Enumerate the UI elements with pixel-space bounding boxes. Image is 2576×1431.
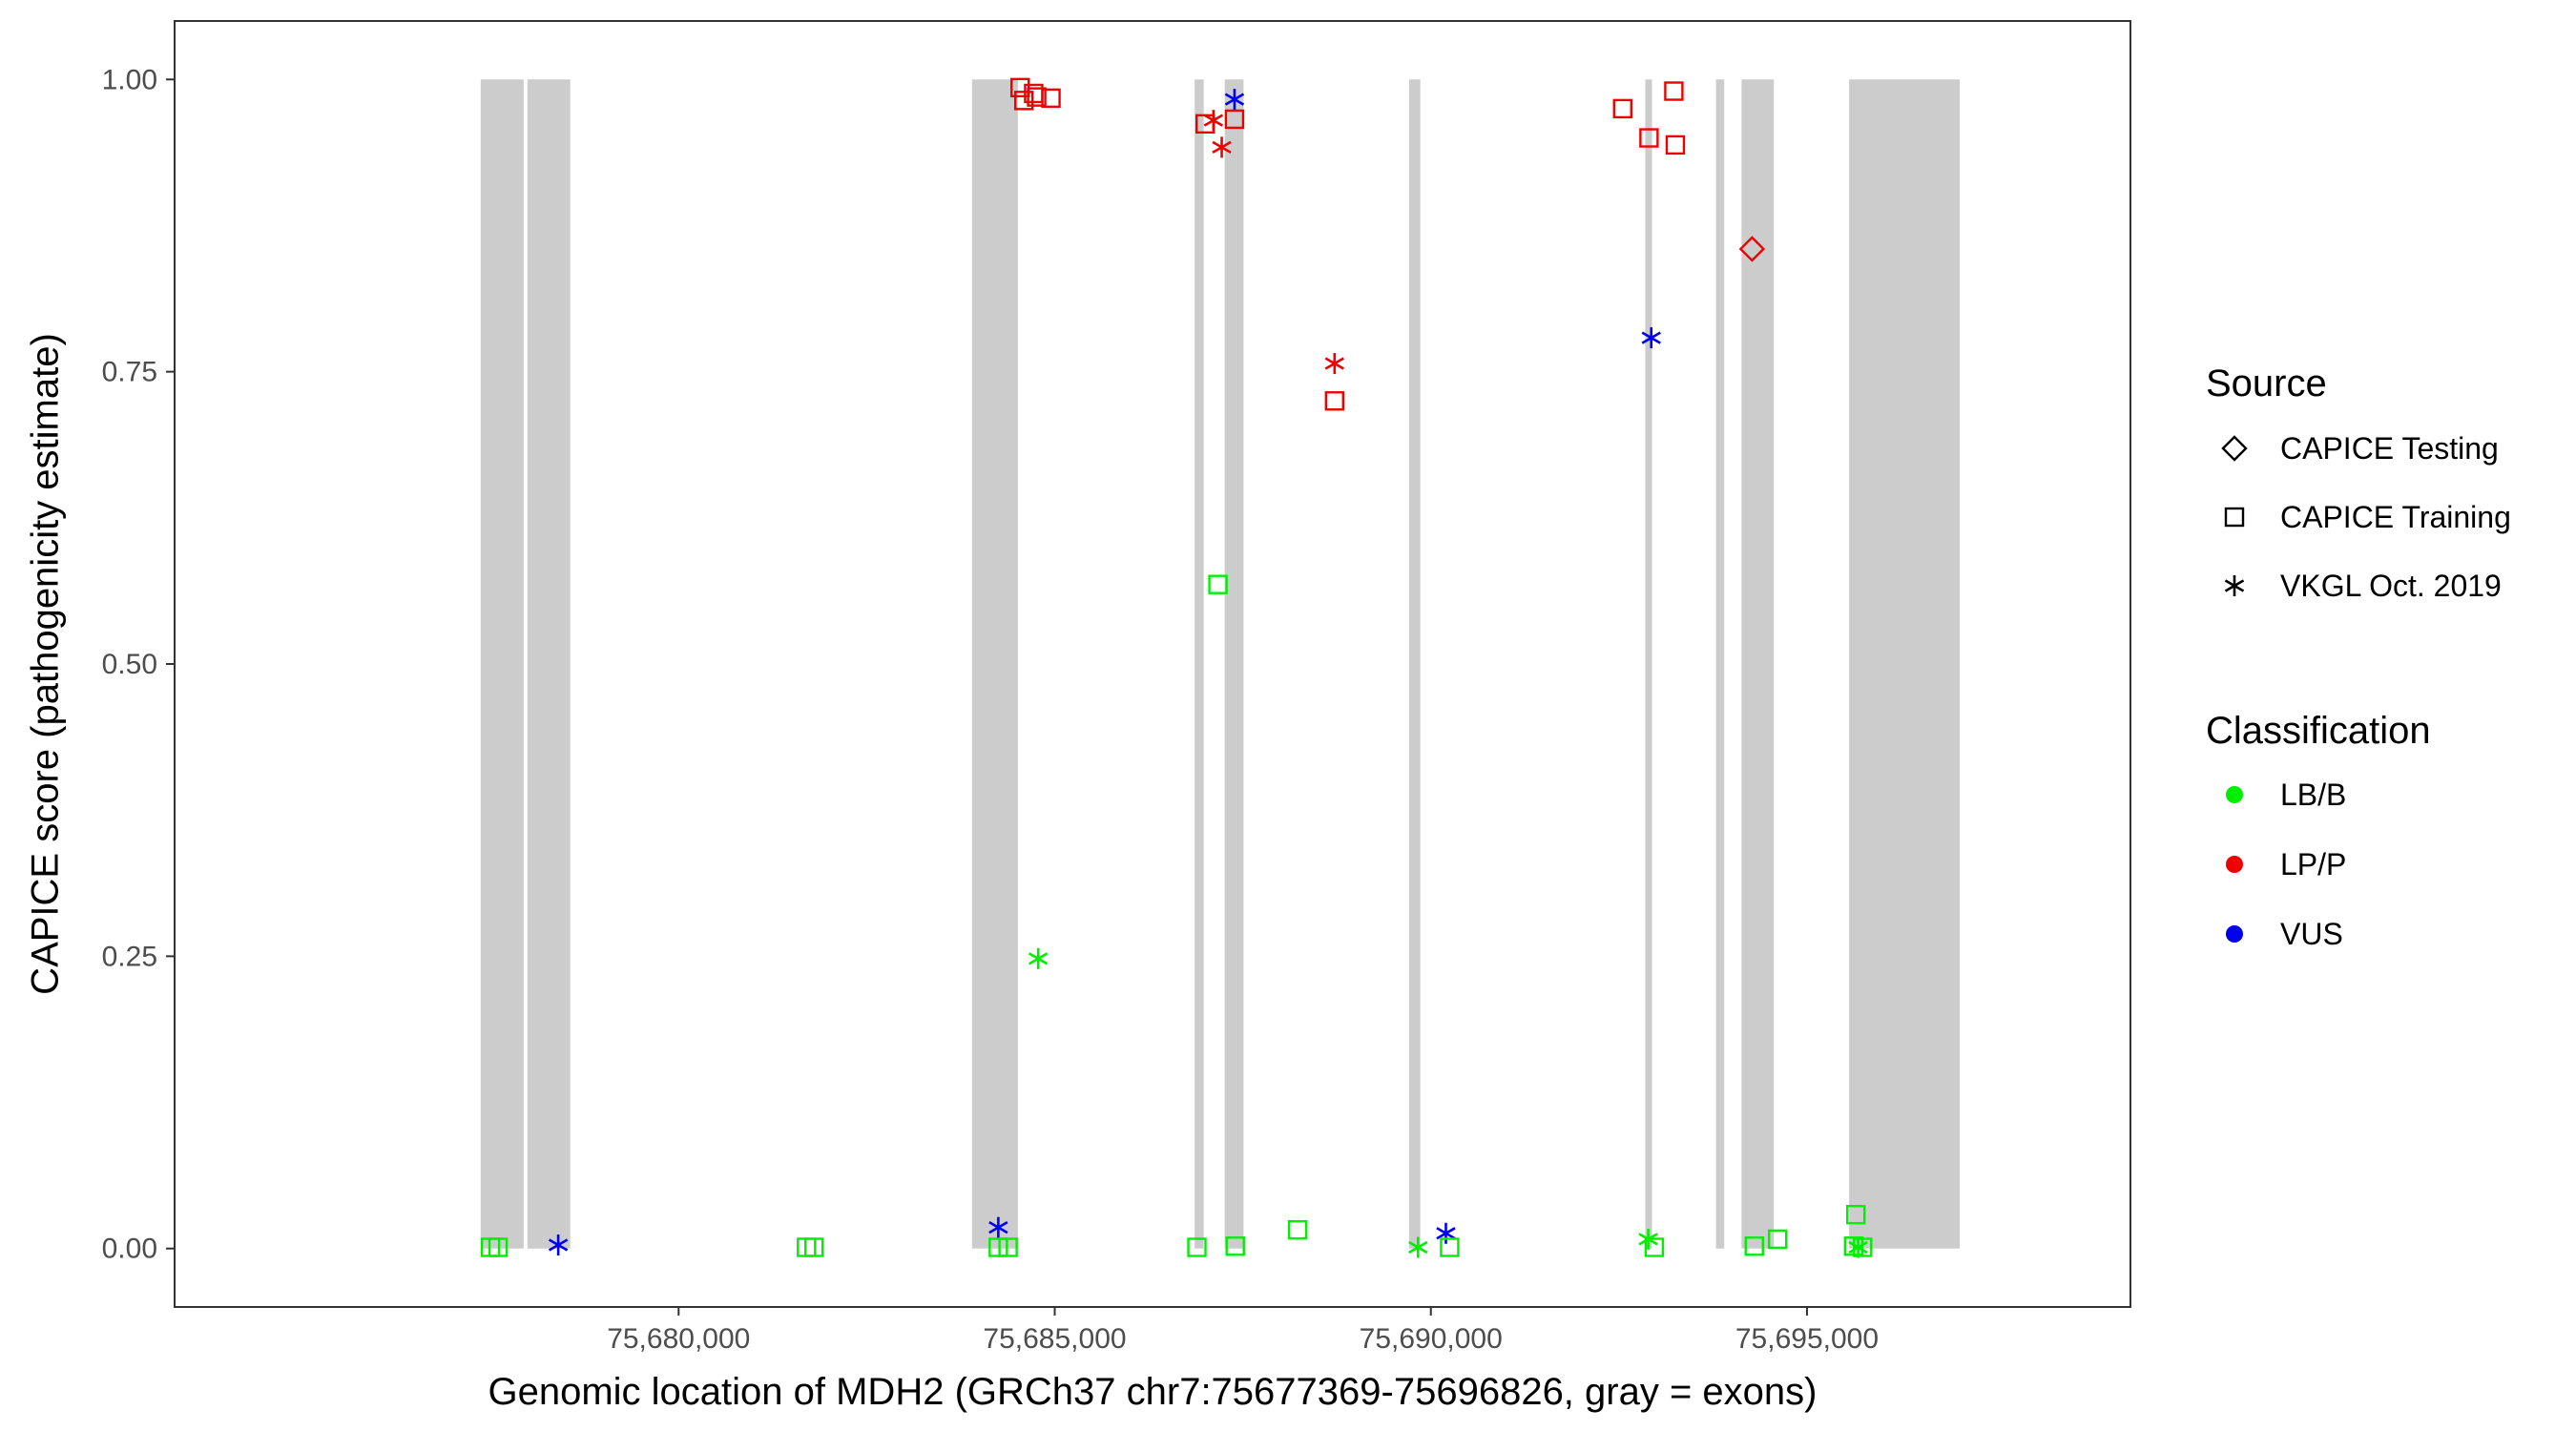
legend-source-label: VKGL Oct. 2019 bbox=[2280, 569, 2502, 603]
exon-band bbox=[1409, 79, 1421, 1248]
exon-band bbox=[972, 79, 1018, 1248]
exon-band bbox=[481, 79, 524, 1248]
legend: Source Classification CAPICE Testing CAPI… bbox=[2206, 363, 2511, 951]
exon-bands bbox=[481, 79, 1960, 1248]
legend-key-diamond bbox=[2223, 437, 2246, 460]
exon-band bbox=[528, 79, 571, 1248]
data-point bbox=[1614, 100, 1631, 117]
x-tick-label: 75,695,000 bbox=[1735, 1323, 1879, 1355]
legend-classification-label: VUS bbox=[2280, 917, 2343, 951]
exon-band bbox=[1716, 79, 1725, 1248]
data-point bbox=[1437, 1223, 1455, 1244]
x-tick-label: 75,680,000 bbox=[607, 1323, 750, 1355]
exon-band bbox=[1195, 79, 1203, 1248]
exon-band bbox=[1645, 79, 1652, 1248]
x-axis-ticks: 75,680,000 75,685,000 75,690,000 75,695,000 bbox=[607, 1307, 1879, 1355]
data-point bbox=[1667, 136, 1684, 154]
legend-source-label: CAPICE Training bbox=[2280, 500, 2511, 534]
plot-panel-border bbox=[175, 21, 2130, 1307]
y-axis-title: CAPICE score (pathogenicity estimate) bbox=[25, 333, 67, 995]
y-axis-ticks: 0.00 0.25 0.50 0.75 1.00 bbox=[102, 64, 175, 1264]
legend-key-asterisk bbox=[2225, 575, 2243, 596]
data-point bbox=[1441, 1239, 1458, 1256]
legend-key-square bbox=[2226, 508, 2243, 526]
data-point bbox=[1665, 83, 1682, 100]
x-tick-label: 75,690,000 bbox=[1360, 1323, 1503, 1355]
data-point bbox=[1204, 110, 1222, 131]
data-points bbox=[482, 79, 1871, 1258]
legend-source-label: CAPICE Testing bbox=[2280, 431, 2499, 466]
data-point bbox=[1642, 327, 1660, 348]
legend-key-dot bbox=[2226, 856, 2243, 873]
exon-band bbox=[1225, 79, 1244, 1248]
legend-source-title: Source bbox=[2206, 363, 2327, 404]
data-point bbox=[1325, 353, 1343, 374]
x-axis-title: Genomic location of MDH2 (GRCh37 chr7:75… bbox=[488, 1371, 1817, 1413]
legend-classification-label: LB/B bbox=[2280, 778, 2346, 812]
legend-classification-label: LP/P bbox=[2280, 847, 2346, 881]
y-tick-label: 0.75 bbox=[102, 357, 157, 388]
data-point bbox=[1210, 576, 1227, 593]
x-tick-label: 75,685,000 bbox=[983, 1323, 1126, 1355]
y-tick-label: 0.25 bbox=[102, 941, 157, 972]
y-tick-label: 0.00 bbox=[102, 1234, 157, 1265]
exon-band bbox=[1849, 79, 1960, 1248]
data-point bbox=[1029, 948, 1048, 969]
data-point bbox=[1289, 1221, 1306, 1238]
y-tick-label: 0.50 bbox=[102, 649, 157, 680]
legend-key-dot bbox=[2226, 786, 2243, 803]
data-point bbox=[1326, 392, 1343, 409]
legend-key-dot bbox=[2226, 925, 2243, 943]
y-tick-label: 1.00 bbox=[102, 64, 157, 95]
legend-classification-title: Classification bbox=[2206, 710, 2431, 752]
